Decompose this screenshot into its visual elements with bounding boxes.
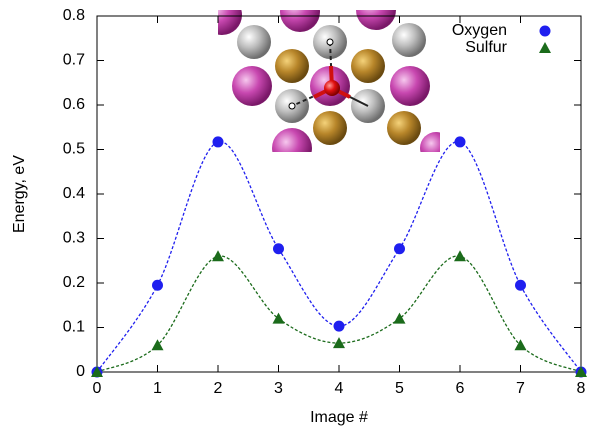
x-tick-label: 8 (577, 380, 586, 397)
y-tick-label: 0.4 (63, 185, 85, 202)
y-tick-label: 0.5 (63, 141, 85, 158)
data-point (454, 250, 466, 261)
chart: Image # Energy, eV 0 1 2 3 4 5 6 7 8 0 0.1 0.2 0.3 0.… (0, 0, 589, 433)
data-point (455, 136, 466, 147)
legend-marker (540, 26, 551, 37)
data-point (394, 243, 405, 254)
data-point (334, 321, 345, 332)
data-point (273, 243, 284, 254)
x-tick-label: 2 (214, 380, 223, 397)
data-point (152, 280, 163, 291)
x-tick-label: 3 (274, 380, 283, 397)
legend-marker (539, 42, 551, 53)
series-line (97, 256, 581, 372)
structure-inset (202, 0, 452, 168)
y-tick-label: 0.6 (63, 96, 85, 113)
legend-label: Oxygen (452, 22, 507, 39)
y-tick-label: 0.7 (63, 52, 85, 69)
y-tick-label: 0.2 (63, 274, 85, 291)
y-tick-label: 0 (76, 363, 85, 380)
x-axis-label: Image # (310, 409, 368, 426)
data-point (273, 313, 285, 324)
x-tick-label: 0 (93, 380, 102, 397)
y-axis-label: Energy, eV (11, 155, 28, 233)
data-point (515, 280, 526, 291)
x-tick-label: 7 (516, 380, 525, 397)
data-point (394, 313, 406, 324)
x-tick-label: 6 (456, 380, 465, 397)
x-tick-label: 5 (395, 380, 404, 397)
y-tick-label: 0.1 (63, 319, 85, 336)
x-tick-label: 1 (153, 380, 162, 397)
y-tick-label: 0.3 (63, 230, 85, 247)
y-tick-label: 0.8 (63, 7, 85, 24)
data-point (213, 136, 224, 147)
x-tick-label: 4 (335, 380, 344, 397)
legend-label: Sulfur (465, 39, 507, 56)
